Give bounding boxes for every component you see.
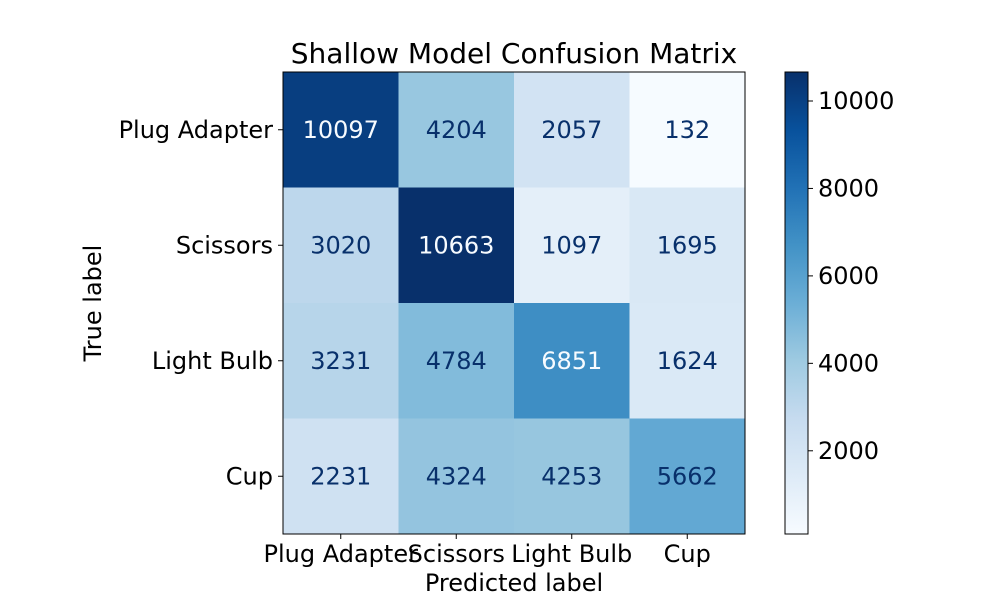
y-tick-label: Scissors	[176, 231, 273, 259]
heatmap-cell	[514, 72, 630, 188]
cell-value-label: 4253	[541, 462, 602, 490]
x-tick-label: Plug Adapter	[264, 540, 419, 568]
heatmap-cell	[283, 303, 399, 419]
heatmap-cell	[514, 303, 630, 419]
colorbar-tick-label: 10000	[818, 87, 894, 115]
heatmap-cell	[398, 303, 515, 419]
heatmap-cell	[398, 187, 515, 304]
heatmap-cell	[398, 418, 515, 535]
cell-value-label: 1695	[657, 231, 718, 259]
colorbar-tick-label: 8000	[818, 174, 879, 202]
y-tick-label: Cup	[226, 462, 273, 490]
heatmap-cell	[398, 72, 515, 188]
cell-value-label: 4784	[426, 347, 487, 375]
y-tick-label: Light Bulb	[152, 347, 273, 375]
plot-frame	[282, 71, 746, 535]
heatmap-cell	[629, 418, 746, 535]
cell-value-label: 5662	[657, 462, 718, 490]
cell-value-label: 2231	[310, 462, 371, 490]
cell-value-label: 1624	[657, 347, 718, 375]
cell-value-label: 4204	[426, 116, 487, 144]
x-tick-label: Cup	[664, 540, 711, 568]
cell-value-label: 6851	[541, 347, 602, 375]
colorbar	[784, 71, 809, 535]
x-axis-label: Predicted label	[425, 569, 603, 597]
heatmap-cell	[283, 418, 399, 535]
colorbar-tick-label: 2000	[818, 437, 879, 465]
cell-value-label: 3020	[310, 231, 371, 259]
colorbar-tick-label: 4000	[818, 349, 879, 377]
cell-value-label: 10663	[418, 231, 494, 259]
y-axis-ticks: Plug Adapter Scissors Light Bulb Cup	[119, 116, 283, 490]
heatmap-cell	[629, 187, 746, 304]
y-axis-label: True label	[79, 245, 107, 363]
x-tick-label: Scissors	[408, 540, 505, 568]
cell-value-label: 10097	[303, 116, 379, 144]
heatmap-cell	[514, 418, 630, 535]
heatmap-cell	[283, 72, 399, 188]
heatmap-cell-labels: 10097 4204 2057 132 3020 10663 1097 1695 3231 478…	[303, 116, 718, 491]
heatmap-cell	[283, 187, 399, 304]
heatmap-cells	[283, 72, 746, 535]
heatmap-cell	[629, 72, 746, 188]
y-tick-label: Plug Adapter	[119, 116, 274, 144]
heatmap-cell	[514, 187, 630, 304]
cell-value-label: 132	[664, 116, 710, 144]
colorbar-tick-label: 6000	[818, 262, 879, 290]
x-tick-label: Light Bulb	[511, 540, 632, 568]
cell-value-label: 4324	[426, 462, 487, 490]
cell-value-label: 2057	[541, 116, 602, 144]
chart-title: Shallow Model Confusion Matrix	[291, 37, 737, 70]
colorbar-ticks: 2000 4000 6000 8000 10000	[808, 87, 894, 465]
heatmap-cell	[629, 303, 746, 419]
cell-value-label: 1097	[541, 231, 602, 259]
cell-value-label: 3231	[310, 347, 371, 375]
